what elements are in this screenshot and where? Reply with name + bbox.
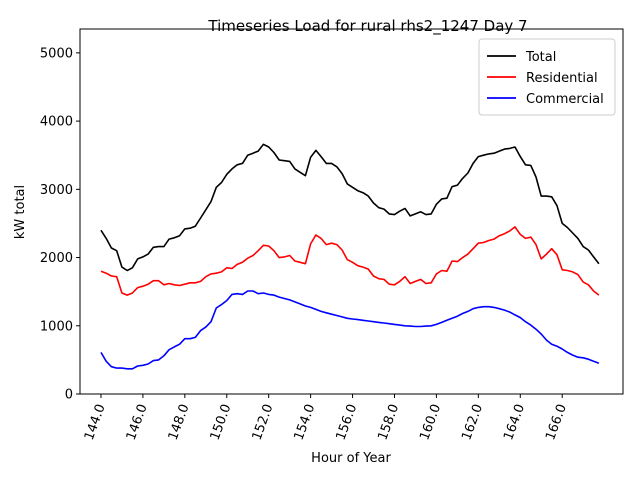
x-axis-title: Hour of Year: [311, 451, 391, 466]
x-tick-label: 166.0: [543, 402, 570, 442]
series-line-total: [100, 143, 600, 272]
y-axis-title: kW total: [13, 185, 28, 239]
legend-label-residential: Residential: [526, 71, 598, 86]
plot-area: [100, 143, 600, 370]
legend: Total Residential Commercial: [478, 38, 616, 116]
x-tick-label: 160.0: [417, 402, 444, 442]
x-tick-label: 144.0: [82, 402, 109, 442]
plot-frame: [79, 28, 624, 395]
series-line-residential: [100, 226, 600, 296]
x-axis: 144.0 146.0 148.0 150.0 152.0 154.0 156.0 158.0…: [82, 394, 570, 442]
y-axis: 0 1000 2000 3000 4000 5000: [40, 46, 80, 403]
x-tick-label: 156.0: [333, 402, 360, 442]
x-tick-label: 164.0: [501, 402, 528, 442]
y-tick-label: 1000: [40, 319, 73, 334]
x-tick-label: 152.0: [250, 402, 277, 442]
x-tick-label: 162.0: [459, 402, 486, 442]
legend-label-total: Total: [525, 50, 556, 65]
y-tick-label: 4000: [40, 115, 73, 130]
y-tick-label: 2000: [40, 251, 73, 266]
x-tick-label: 150.0: [208, 402, 235, 442]
x-tick-label: 146.0: [124, 402, 151, 442]
x-tick-label: 148.0: [166, 402, 193, 442]
series-line-commercial: [100, 290, 600, 370]
legend-label-commercial: Commercial: [526, 92, 604, 107]
chart-title: Timeseries Load for rural rhs2_1247 Day …: [207, 17, 527, 36]
legend-box: [478, 38, 616, 116]
y-tick-label: 3000: [40, 183, 73, 198]
x-tick-label: 158.0: [375, 402, 402, 442]
y-tick-label: 0: [65, 388, 73, 403]
x-tick-label: 154.0: [292, 402, 319, 442]
y-tick-label: 5000: [40, 46, 73, 61]
